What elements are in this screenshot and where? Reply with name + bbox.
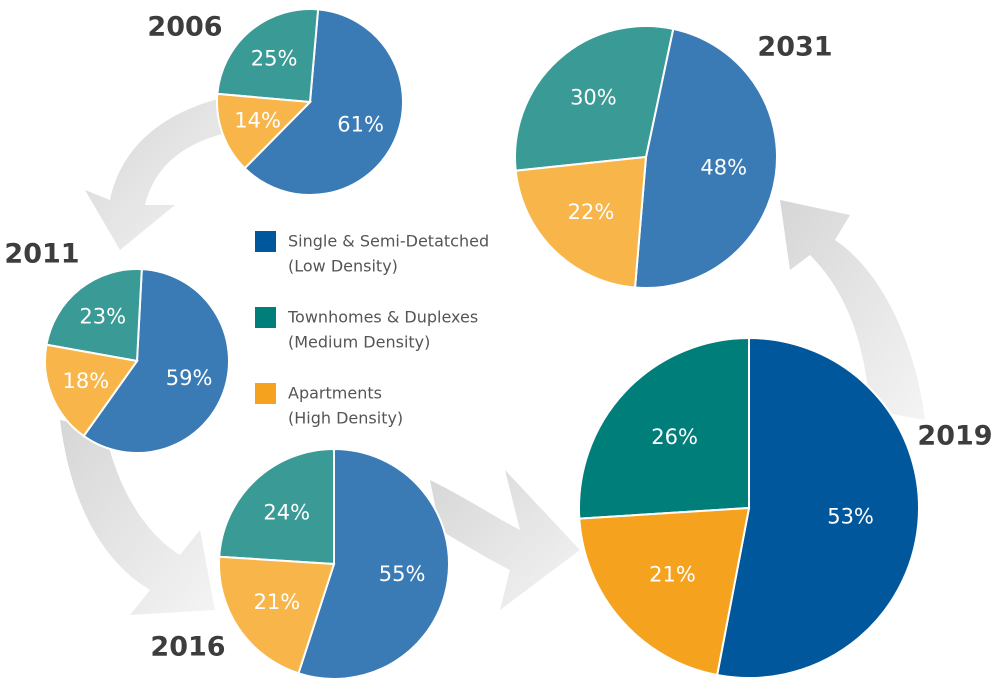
pie-title: 2011 <box>4 239 79 270</box>
arrow <box>780 200 925 420</box>
pie-title: 2019 <box>917 421 992 452</box>
pie-slice <box>514 155 648 289</box>
slice-label: 14% <box>234 108 281 132</box>
legend-sublabel: (Low Density) <box>288 257 398 276</box>
pie-slice <box>633 27 779 289</box>
slice-label: 18% <box>63 369 110 393</box>
pie-slice <box>218 447 335 566</box>
legend-label: Apartments <box>288 384 382 403</box>
pie-slice <box>44 343 139 438</box>
legend-label: Single & Semi-Detatched <box>288 232 489 251</box>
pie: 53% 26% 21% 2019 <box>578 336 993 679</box>
pie-title: 2031 <box>757 32 832 63</box>
pies: 61% 25% 14% 2006 59% 23% 18% 2011 55% 24% 21% 2016 4… <box>4 8 993 679</box>
slice-label: 21% <box>254 590 301 614</box>
pie-slice <box>578 336 750 520</box>
slice-label: 22% <box>568 200 615 224</box>
pie-slice <box>297 447 450 679</box>
pie: 61% 25% 14% 2006 <box>147 8 404 196</box>
pie: 48% 30% 22% 2031 <box>514 25 833 289</box>
pie: 59% 23% 18% 2011 <box>4 239 230 454</box>
pie-slice <box>216 92 313 170</box>
slice-label: 21% <box>649 562 696 586</box>
slice-label: 25% <box>251 46 298 70</box>
pie-slice <box>82 268 230 454</box>
slice-label: 24% <box>263 501 310 525</box>
slice-label: 26% <box>651 425 698 449</box>
pie: 55% 24% 21% 2016 <box>150 447 450 679</box>
pie-slice <box>216 8 320 104</box>
pie-title: 2016 <box>150 632 225 663</box>
legend-sublabel: (Medium Density) <box>288 333 430 352</box>
slice-label: 30% <box>570 86 617 110</box>
slice-label: 48% <box>700 155 747 179</box>
pie-slice <box>715 336 920 679</box>
pie-title: 2006 <box>147 12 222 43</box>
pie-slice <box>218 555 336 675</box>
arrow <box>430 470 580 610</box>
pie-slice <box>243 8 404 196</box>
slice-label: 59% <box>166 366 213 390</box>
pie-slice <box>578 506 751 677</box>
pie-slice <box>45 268 143 363</box>
slice-label: 61% <box>337 112 384 136</box>
legend-swatch <box>255 231 276 252</box>
pie-slice <box>514 25 675 172</box>
background-arrows <box>60 95 925 615</box>
slice-label: 53% <box>827 505 874 529</box>
legend-sublabel: (High Density) <box>288 409 403 428</box>
legend: Single & Semi-Detatched (Low Density) Town… <box>255 231 489 428</box>
arrow <box>85 95 240 250</box>
legend-label: Townhomes & Duplexes <box>287 308 478 327</box>
legend-swatch <box>255 383 276 404</box>
arrow <box>60 420 215 615</box>
legend-swatch <box>255 307 276 328</box>
slice-label: 55% <box>379 562 426 586</box>
slice-label: 23% <box>79 305 126 329</box>
